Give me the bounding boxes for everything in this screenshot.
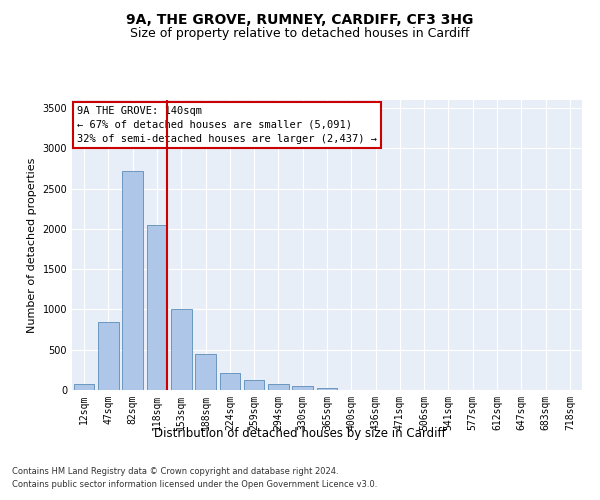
Text: Contains HM Land Registry data © Crown copyright and database right 2024.: Contains HM Land Registry data © Crown c… xyxy=(12,468,338,476)
Bar xyxy=(74,384,94,390)
Bar xyxy=(317,388,337,390)
Y-axis label: Number of detached properties: Number of detached properties xyxy=(27,158,37,332)
Bar xyxy=(244,380,265,390)
Text: Distribution of detached houses by size in Cardiff: Distribution of detached houses by size … xyxy=(154,428,446,440)
Text: Size of property relative to detached houses in Cardiff: Size of property relative to detached ho… xyxy=(130,28,470,40)
Bar xyxy=(98,322,119,390)
Bar xyxy=(268,384,289,390)
Text: Contains public sector information licensed under the Open Government Licence v3: Contains public sector information licen… xyxy=(12,480,377,489)
Bar xyxy=(171,310,191,390)
Bar xyxy=(146,225,167,390)
Text: 9A, THE GROVE, RUMNEY, CARDIFF, CF3 3HG: 9A, THE GROVE, RUMNEY, CARDIFF, CF3 3HG xyxy=(127,12,473,26)
Bar xyxy=(292,386,313,390)
Text: 9A THE GROVE: 140sqm
← 67% of detached houses are smaller (5,091)
32% of semi-de: 9A THE GROVE: 140sqm ← 67% of detached h… xyxy=(77,106,377,144)
Bar xyxy=(195,354,216,390)
Bar xyxy=(122,171,143,390)
Bar xyxy=(220,373,240,390)
